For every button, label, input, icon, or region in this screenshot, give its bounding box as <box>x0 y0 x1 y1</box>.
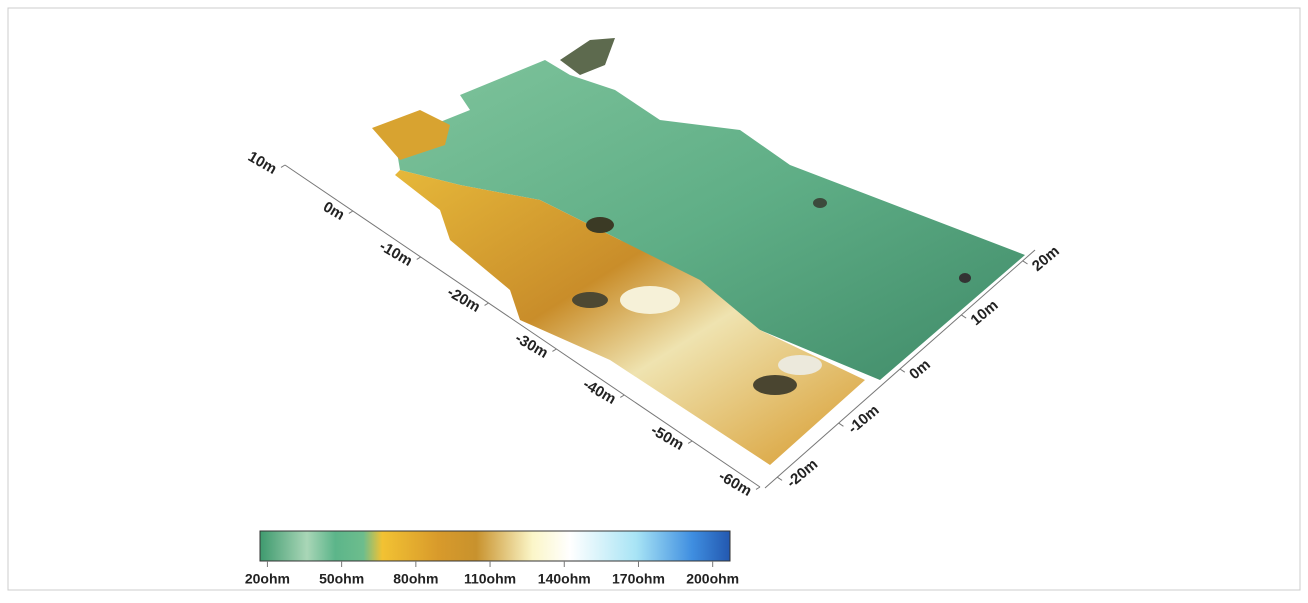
tick-label: -60m <box>716 468 755 500</box>
figure: 10m0m-10m-20m-30m-40m-50m-60m-20m-10m0m1… <box>0 0 1308 598</box>
tick-mark <box>756 487 760 489</box>
tick-mark <box>417 257 421 259</box>
tick-mark <box>552 349 556 351</box>
tick-mark <box>839 423 844 426</box>
tick-mark <box>688 441 692 443</box>
tick-mark <box>961 315 966 318</box>
page: {"chart_data": {"type": "surface", "y_ax… <box>0 0 1308 598</box>
tick-mark <box>281 165 285 167</box>
colorbar-label: 50ohm <box>319 571 364 587</box>
tick-label: -20m <box>444 284 483 316</box>
colorbar-label: 170ohm <box>612 571 665 587</box>
tick-mark <box>485 303 489 305</box>
tick-label: -10m <box>845 402 883 438</box>
tick-mark <box>349 211 353 213</box>
tick-label: 10m <box>968 297 1002 329</box>
tick-mark <box>620 395 624 397</box>
tick-label: -20m <box>783 456 821 492</box>
resistivity-surface <box>372 38 1025 465</box>
tick-mark <box>900 369 905 372</box>
tick-label: -50m <box>648 422 687 454</box>
colorbar-label: 200ohm <box>686 571 739 587</box>
colorbar <box>260 531 730 561</box>
tick-label: -40m <box>580 376 619 408</box>
tick-label: -10m <box>376 238 415 270</box>
tick-label: 20m <box>1029 243 1063 275</box>
colorbar-label: 80ohm <box>393 571 438 587</box>
tick-mark <box>1023 261 1028 264</box>
colorbar-label: 140ohm <box>538 571 591 587</box>
tick-label: -30m <box>512 330 551 362</box>
colorbar-label: 20ohm <box>245 571 290 587</box>
tick-label: 0m <box>320 198 347 224</box>
tick-label: 10m <box>245 148 280 178</box>
tick-mark <box>777 477 782 480</box>
colorbar-label: 110ohm <box>464 571 516 587</box>
